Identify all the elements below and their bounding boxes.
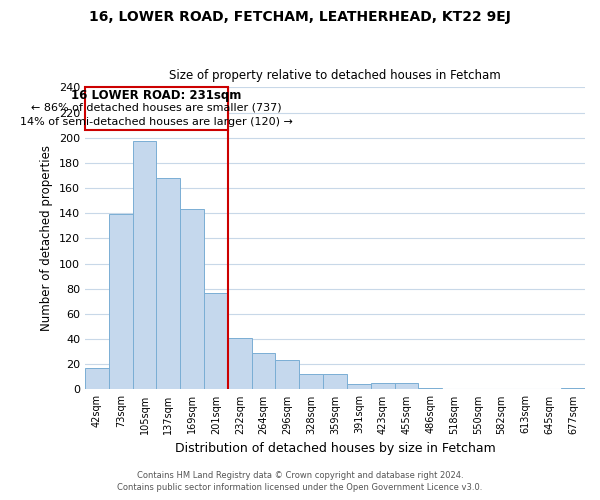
X-axis label: Distribution of detached houses by size in Fetcham: Distribution of detached houses by size … [175,442,496,455]
Text: 16, LOWER ROAD, FETCHAM, LEATHERHEAD, KT22 9EJ: 16, LOWER ROAD, FETCHAM, LEATHERHEAD, KT… [89,10,511,24]
Bar [561,388,585,390]
Bar [180,210,204,390]
Title: Size of property relative to detached houses in Fetcham: Size of property relative to detached ho… [169,69,501,82]
Bar [109,214,133,390]
Bar [323,374,347,390]
Bar [133,142,157,390]
Bar [204,292,228,390]
Bar [228,338,251,390]
Text: Contains HM Land Registry data © Crown copyright and database right 2024.
Contai: Contains HM Land Registry data © Crown c… [118,471,482,492]
Text: ← 86% of detached houses are smaller (737): ← 86% of detached houses are smaller (73… [31,103,282,113]
Text: 14% of semi-detached houses are larger (120) →: 14% of semi-detached houses are larger (… [20,117,293,127]
Bar [347,384,371,390]
Bar [85,88,228,130]
Bar [85,368,109,390]
Bar [418,388,442,390]
Y-axis label: Number of detached properties: Number of detached properties [40,146,53,332]
Bar [251,353,275,390]
Text: 16 LOWER ROAD: 231sqm: 16 LOWER ROAD: 231sqm [71,88,242,102]
Bar [157,178,180,390]
Bar [371,383,395,390]
Bar [275,360,299,390]
Bar [299,374,323,390]
Bar [395,383,418,390]
